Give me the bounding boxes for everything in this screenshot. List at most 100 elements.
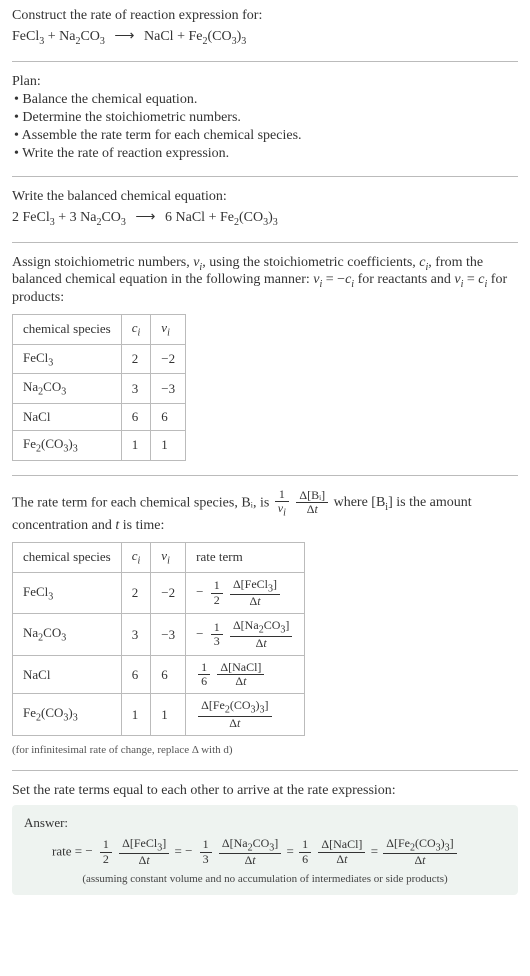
unbal-rhs-2: Fe2(CO3)3 (188, 29, 246, 44)
frac-den: Δt (219, 854, 281, 867)
frac-den: 6 (198, 675, 210, 688)
frac-num: Δ[FeCl3] (230, 578, 280, 595)
cell-v: 1 (151, 430, 186, 460)
minus-sign: − (85, 843, 92, 858)
rate-term-table: chemical species ci νi rate term FeCl3 2… (12, 542, 305, 736)
cell-c: 6 (121, 655, 151, 693)
rate-prefix: rate = (52, 843, 85, 858)
frac-den: Δt (217, 675, 264, 688)
unbal-rhs-1: NaCl (144, 29, 174, 44)
bal-coef: 3 (70, 210, 77, 225)
frac-num: 1 (299, 838, 311, 852)
table-row: FeCl3 2 −2 (13, 344, 186, 374)
minus-sign: − (196, 584, 203, 599)
cell-c: 2 (121, 344, 151, 374)
rate-inner-frac: Δ[Bᵢ] Δt (296, 489, 328, 516)
cell-v: 6 (151, 403, 186, 430)
frac-num: 1 (275, 488, 289, 502)
frac-num: Δ[Fe2(CO3)3] (198, 699, 271, 716)
frac-num: Δ[NaCl] (318, 838, 365, 852)
cell-v: −3 (151, 614, 186, 656)
cell-c: 3 (121, 374, 151, 404)
divider (12, 176, 518, 177)
divider (12, 61, 518, 62)
cell-v: 6 (151, 655, 186, 693)
cell-v: −2 (151, 572, 186, 614)
cell-v: 1 (151, 694, 186, 736)
cell-rate-term: − 13 Δ[Na2CO3]Δt (186, 614, 305, 656)
page-title: Construct the rate of reaction expressio… (12, 8, 518, 24)
rate-outer-frac: 1 νi (275, 488, 289, 519)
frac-den: Δt (383, 854, 456, 867)
equals: = (174, 843, 185, 858)
cell-species: Na2CO3 (13, 614, 122, 656)
rate-text-a: The rate term for each chemical species,… (12, 495, 273, 510)
frac-den: 6 (299, 853, 311, 866)
frac-den: 2 (211, 594, 223, 607)
infinitesimal-note: (for infinitesimal rate of change, repla… (12, 744, 518, 756)
minus-sign: − (185, 843, 192, 858)
cell-species: FeCl3 (13, 572, 122, 614)
plus: + (48, 29, 59, 44)
table-header: ci (121, 315, 151, 345)
frac-den: 3 (211, 635, 223, 648)
plus: + (58, 210, 69, 225)
equals: = (371, 843, 382, 858)
set-equal-text: Set the rate terms equal to each other t… (12, 783, 518, 799)
cell-species: FeCl3 (13, 344, 122, 374)
frac-num: 1 (100, 838, 112, 852)
plan-heading: Plan: (12, 74, 518, 90)
equals: = (287, 843, 298, 858)
balanced-heading: Write the balanced chemical equation: (12, 189, 518, 205)
plan-list: Balance the chemical equation. Determine… (12, 92, 518, 162)
plan-item: Assemble the rate term for each chemical… (14, 128, 518, 144)
rate-term-explain: The rate term for each chemical species,… (12, 488, 518, 535)
cell-rate-term: − 12 Δ[FeCl3]Δt (186, 572, 305, 614)
arrow-icon: ⟶ (135, 210, 155, 225)
unbal-lhs-2: Na2CO3 (59, 29, 105, 44)
cell-c: 2 (121, 572, 151, 614)
cell-species: NaCl (13, 655, 122, 693)
answer-label: Answer: (24, 815, 506, 831)
frac-num: Δ[Bᵢ] (296, 489, 328, 503)
frac-num: 1 (211, 621, 223, 635)
table-row: Fe2(CO3)3 1 1 Δ[Fe2(CO3)3]Δt (13, 694, 305, 736)
plus: + (209, 210, 220, 225)
table-header: νi (151, 315, 186, 345)
cell-c: 6 (121, 403, 151, 430)
divider (12, 242, 518, 243)
frac-den: Δt (230, 595, 280, 608)
frac-num: Δ[FeCl3] (119, 837, 169, 854)
table-row: NaCl 6 6 16 Δ[NaCl]Δt (13, 655, 305, 693)
cell-species: Fe2(CO3)3 (13, 430, 122, 460)
table-header: rate term (186, 543, 305, 573)
bal-coef: 6 (165, 210, 172, 225)
unbalanced-equation: FeCl3 + Na2CO3 ⟶ NaCl + Fe2(CO3)3 (12, 28, 518, 47)
cell-rate-term: Δ[Fe2(CO3)3]Δt (186, 694, 305, 736)
frac-num: Δ[Fe2(CO3)3] (383, 837, 456, 854)
table-header: ci (121, 543, 151, 573)
cell-v: −2 (151, 344, 186, 374)
frac-num: Δ[Na2CO3] (219, 837, 281, 854)
cell-species: Fe2(CO3)3 (13, 694, 122, 736)
frac-num: Δ[NaCl] (217, 661, 264, 675)
plan-item: Balance the chemical equation. (14, 92, 518, 108)
rate-expression: rate = − 12 Δ[FeCl3]Δt = − 13 Δ[Na2CO3]Δ… (24, 837, 506, 868)
cell-species: NaCl (13, 403, 122, 430)
bal-sp: Na2CO3 (80, 210, 126, 225)
frac-den: 2 (100, 853, 112, 866)
cell-c: 1 (121, 694, 151, 736)
frac-num: Δ[Na2CO3] (230, 619, 292, 636)
frac-den: Δt (198, 717, 271, 730)
cell-c: 1 (121, 430, 151, 460)
frac-den: νi (275, 502, 289, 518)
cell-c: 3 (121, 614, 151, 656)
frac-num: 1 (200, 838, 212, 852)
table-row: Na2CO3 3 −3 (13, 374, 186, 404)
frac-den: Δt (318, 853, 365, 866)
table-row: FeCl3 2 −2 − 12 Δ[FeCl3]Δt (13, 572, 305, 614)
cell-rate-term: 16 Δ[NaCl]Δt (186, 655, 305, 693)
table-row: Na2CO3 3 −3 − 13 Δ[Na2CO3]Δt (13, 614, 305, 656)
table-row: Fe2(CO3)3 1 1 (13, 430, 186, 460)
frac-num: 1 (211, 579, 223, 593)
